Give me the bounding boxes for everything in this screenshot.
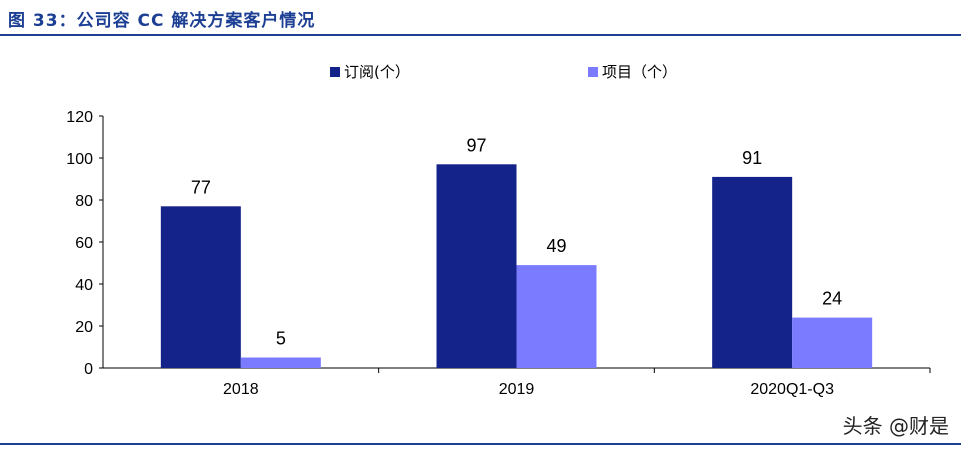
y-tick-label: 80: [75, 193, 93, 210]
figure-title: 图 33：公司容 CC 解决方案客户情况: [8, 11, 316, 31]
top-divider: [0, 34, 961, 36]
bars: [160, 164, 873, 368]
y-tick-label: 60: [75, 235, 93, 252]
bar-subscription: [436, 164, 517, 368]
data-label: 24: [822, 289, 842, 309]
legend-label: 订阅(个）: [344, 63, 410, 81]
data-labels: 77 5 97 49 91 24: [191, 135, 842, 348]
data-label: 91: [742, 148, 762, 168]
y-tick-label: 40: [75, 277, 93, 294]
data-label: 5: [276, 329, 286, 349]
x-tick-label: 2019: [499, 381, 535, 398]
x-tick-label: 2018: [223, 381, 259, 398]
y-tick-label: 100: [66, 151, 93, 168]
data-label: 49: [546, 236, 566, 256]
data-label: 97: [466, 135, 486, 155]
legend-swatch: [330, 67, 340, 77]
y-tick-label: 0: [84, 361, 93, 378]
bar-project: [792, 317, 873, 368]
bar-project: [516, 265, 597, 368]
bar-subscription: [712, 176, 793, 368]
legend: 订阅(个） 项目（个）: [330, 63, 677, 81]
legend-swatch: [588, 67, 598, 77]
bar-subscription: [160, 206, 241, 368]
data-label: 77: [191, 177, 211, 197]
y-tick-label: 120: [66, 109, 93, 126]
bottom-divider: [0, 443, 961, 445]
y-tick-label: 20: [75, 319, 93, 336]
x-tick-label: 2020Q1-Q3: [750, 381, 834, 398]
watermark: 头条 @财是: [842, 414, 949, 438]
bar-project: [240, 357, 321, 368]
legend-label: 项目（个）: [602, 63, 677, 81]
